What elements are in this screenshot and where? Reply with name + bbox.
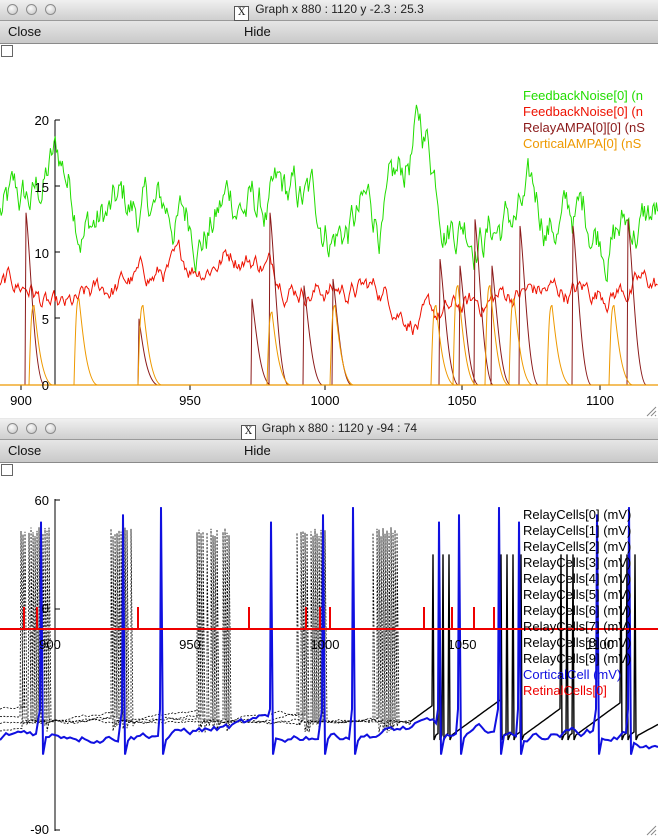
cortical-ampa-pulse	[137, 304, 162, 386]
window-title: X Graph x 880 : 1120 y -2.3 : 25.3	[0, 2, 658, 21]
legend-entry: FeedbackNoise[0] (n	[523, 88, 643, 103]
graph-window-top: X Graph x 880 : 1120 y -2.3 : 25.3 Close …	[0, 0, 658, 418]
x11-icon: X	[234, 6, 250, 21]
x-tick-label: 950	[179, 637, 201, 652]
zoom-traffic-light[interactable]	[45, 4, 56, 15]
relay-ampa-pulse	[518, 225, 539, 386]
close-traffic-light[interactable]	[7, 4, 18, 15]
cortical-ampa-pulse	[28, 304, 53, 386]
close-button[interactable]: Close	[8, 443, 42, 458]
relay-ampa-pulse	[24, 212, 45, 386]
close-button[interactable]: Close	[8, 24, 42, 39]
feedback-noise-trace-2	[0, 239, 658, 335]
legend-entry: RelayAMPA[0][0] (nS	[523, 120, 645, 135]
legend-entry: RelayCells[4] (mV)	[523, 571, 631, 586]
cortical-ampa-pulse	[329, 304, 354, 386]
legend-entry: RelayCells[2] (mV)	[523, 539, 631, 554]
y-tick-label: 60	[35, 493, 49, 508]
relay-cell-trace-solid	[409, 554, 658, 741]
relay-ampa-pulse	[268, 212, 289, 386]
relay-ampa-pulse	[458, 265, 479, 386]
x-tick-label: 1050	[448, 393, 477, 408]
cortical-ampa-pulse	[508, 298, 533, 386]
hide-button[interactable]: Hide	[244, 443, 271, 458]
minimize-traffic-light[interactable]	[26, 4, 37, 15]
x11-icon: X	[240, 425, 256, 440]
legend-entry: RelayCells[5] (mV)	[523, 587, 631, 602]
y-tick-label: 20	[35, 113, 49, 128]
legend-entry: FeedbackNoise[0] (n	[523, 104, 643, 119]
graph-checkbox[interactable]	[1, 45, 13, 57]
resize-grip-icon[interactable]	[645, 405, 657, 417]
y-tick-label: -90	[30, 822, 49, 837]
plot-area[interactable]: FeedbackNoise[0] (n FeedbackNoise[0] (n …	[0, 44, 658, 418]
cortical-cell-trace	[0, 507, 658, 755]
x-tick-label: 900	[10, 393, 32, 408]
relay-ampa-pulse	[473, 219, 494, 386]
x-tick-label: 1100	[586, 637, 614, 652]
legend-entry: RelayCells[6] (mV)	[523, 603, 631, 618]
legend-entry: RelayCells[8] (mV)	[523, 635, 631, 650]
legend-entry: RelayCells[1] (mV)	[523, 523, 631, 538]
plot-area[interactable]: RelayCells[0] (mV) RelayCells[1] (mV) Re…	[0, 463, 658, 837]
x-tick-label: 1000	[311, 637, 340, 652]
legend-entry: RelayCells[9] (mV)	[523, 651, 631, 666]
title-bar[interactable]: X Graph x 880 : 1120 y -94 : 74	[0, 419, 658, 440]
relay-ampa-pulse	[490, 265, 511, 386]
y-tick-label: 5	[42, 312, 49, 327]
minimize-traffic-light[interactable]	[26, 423, 37, 434]
y-tick-label: 0	[42, 601, 49, 616]
relay-ampa-pulse	[438, 259, 459, 386]
window-title: X Graph x 880 : 1120 y -94 : 74	[0, 421, 658, 440]
feedback-noise-trace-1	[0, 104, 658, 283]
relay-cell-trace	[0, 528, 412, 733]
relay-ampa-pulse	[571, 225, 592, 386]
y-tick-label: 10	[35, 246, 49, 261]
y-tick-label: 0	[42, 378, 49, 393]
close-traffic-light[interactable]	[7, 423, 18, 434]
x-tick-label: 900	[39, 637, 61, 652]
relay-cell-trace	[0, 528, 412, 733]
relay-ampa-pulse	[626, 219, 647, 386]
cortical-ampa-pulse	[608, 304, 633, 386]
legend-entry: RelayCells[0] (mV)	[523, 507, 631, 522]
x-tick-label: 950	[179, 393, 201, 408]
resize-grip-icon[interactable]	[645, 824, 657, 836]
menu-bar: Close Hide	[0, 440, 658, 463]
window-title-text: Graph x 880 : 1120 y -94 : 74	[261, 421, 418, 435]
legend-entry: RetinalCells[0]	[523, 683, 607, 698]
menu-bar: Close Hide	[0, 21, 658, 44]
cortical-ampa-pulse	[452, 285, 477, 386]
graph-window-bottom: X Graph x 880 : 1120 y -94 : 74 Close Hid…	[0, 419, 658, 837]
cortical-ampa-pulse	[546, 304, 571, 386]
legend-entry: CorticalCell (mV)	[523, 667, 621, 682]
relay-ampa-pulse	[302, 285, 323, 386]
hide-button[interactable]: Hide	[244, 24, 271, 39]
cortical-ampa-pulse	[73, 298, 98, 386]
relay-cell-trace	[0, 527, 412, 732]
relay-ampa-pulse	[331, 278, 352, 386]
x-tick-label: 1050	[448, 637, 477, 652]
relay-ampa-pulse	[137, 318, 158, 386]
cortical-ampa-pulse	[484, 285, 509, 386]
cortical-ampa-pulse	[430, 304, 455, 386]
x-tick-label: 1100	[586, 393, 614, 408]
legend-entry: CorticalAMPA[0] (nS	[523, 136, 642, 151]
legend-entry: RelayCells[7] (mV)	[523, 619, 631, 634]
x-tick-label: 1000	[311, 393, 340, 408]
title-bar[interactable]: X Graph x 880 : 1120 y -2.3 : 25.3	[0, 0, 658, 21]
window-title-text: Graph x 880 : 1120 y -2.3 : 25.3	[255, 2, 424, 16]
y-tick-label: 15	[35, 180, 49, 195]
graph-checkbox[interactable]	[1, 464, 13, 476]
cortical-ampa-pulse	[266, 311, 291, 386]
zoom-traffic-light[interactable]	[45, 423, 56, 434]
legend-entry: RelayCells[3] (mV)	[523, 555, 631, 570]
